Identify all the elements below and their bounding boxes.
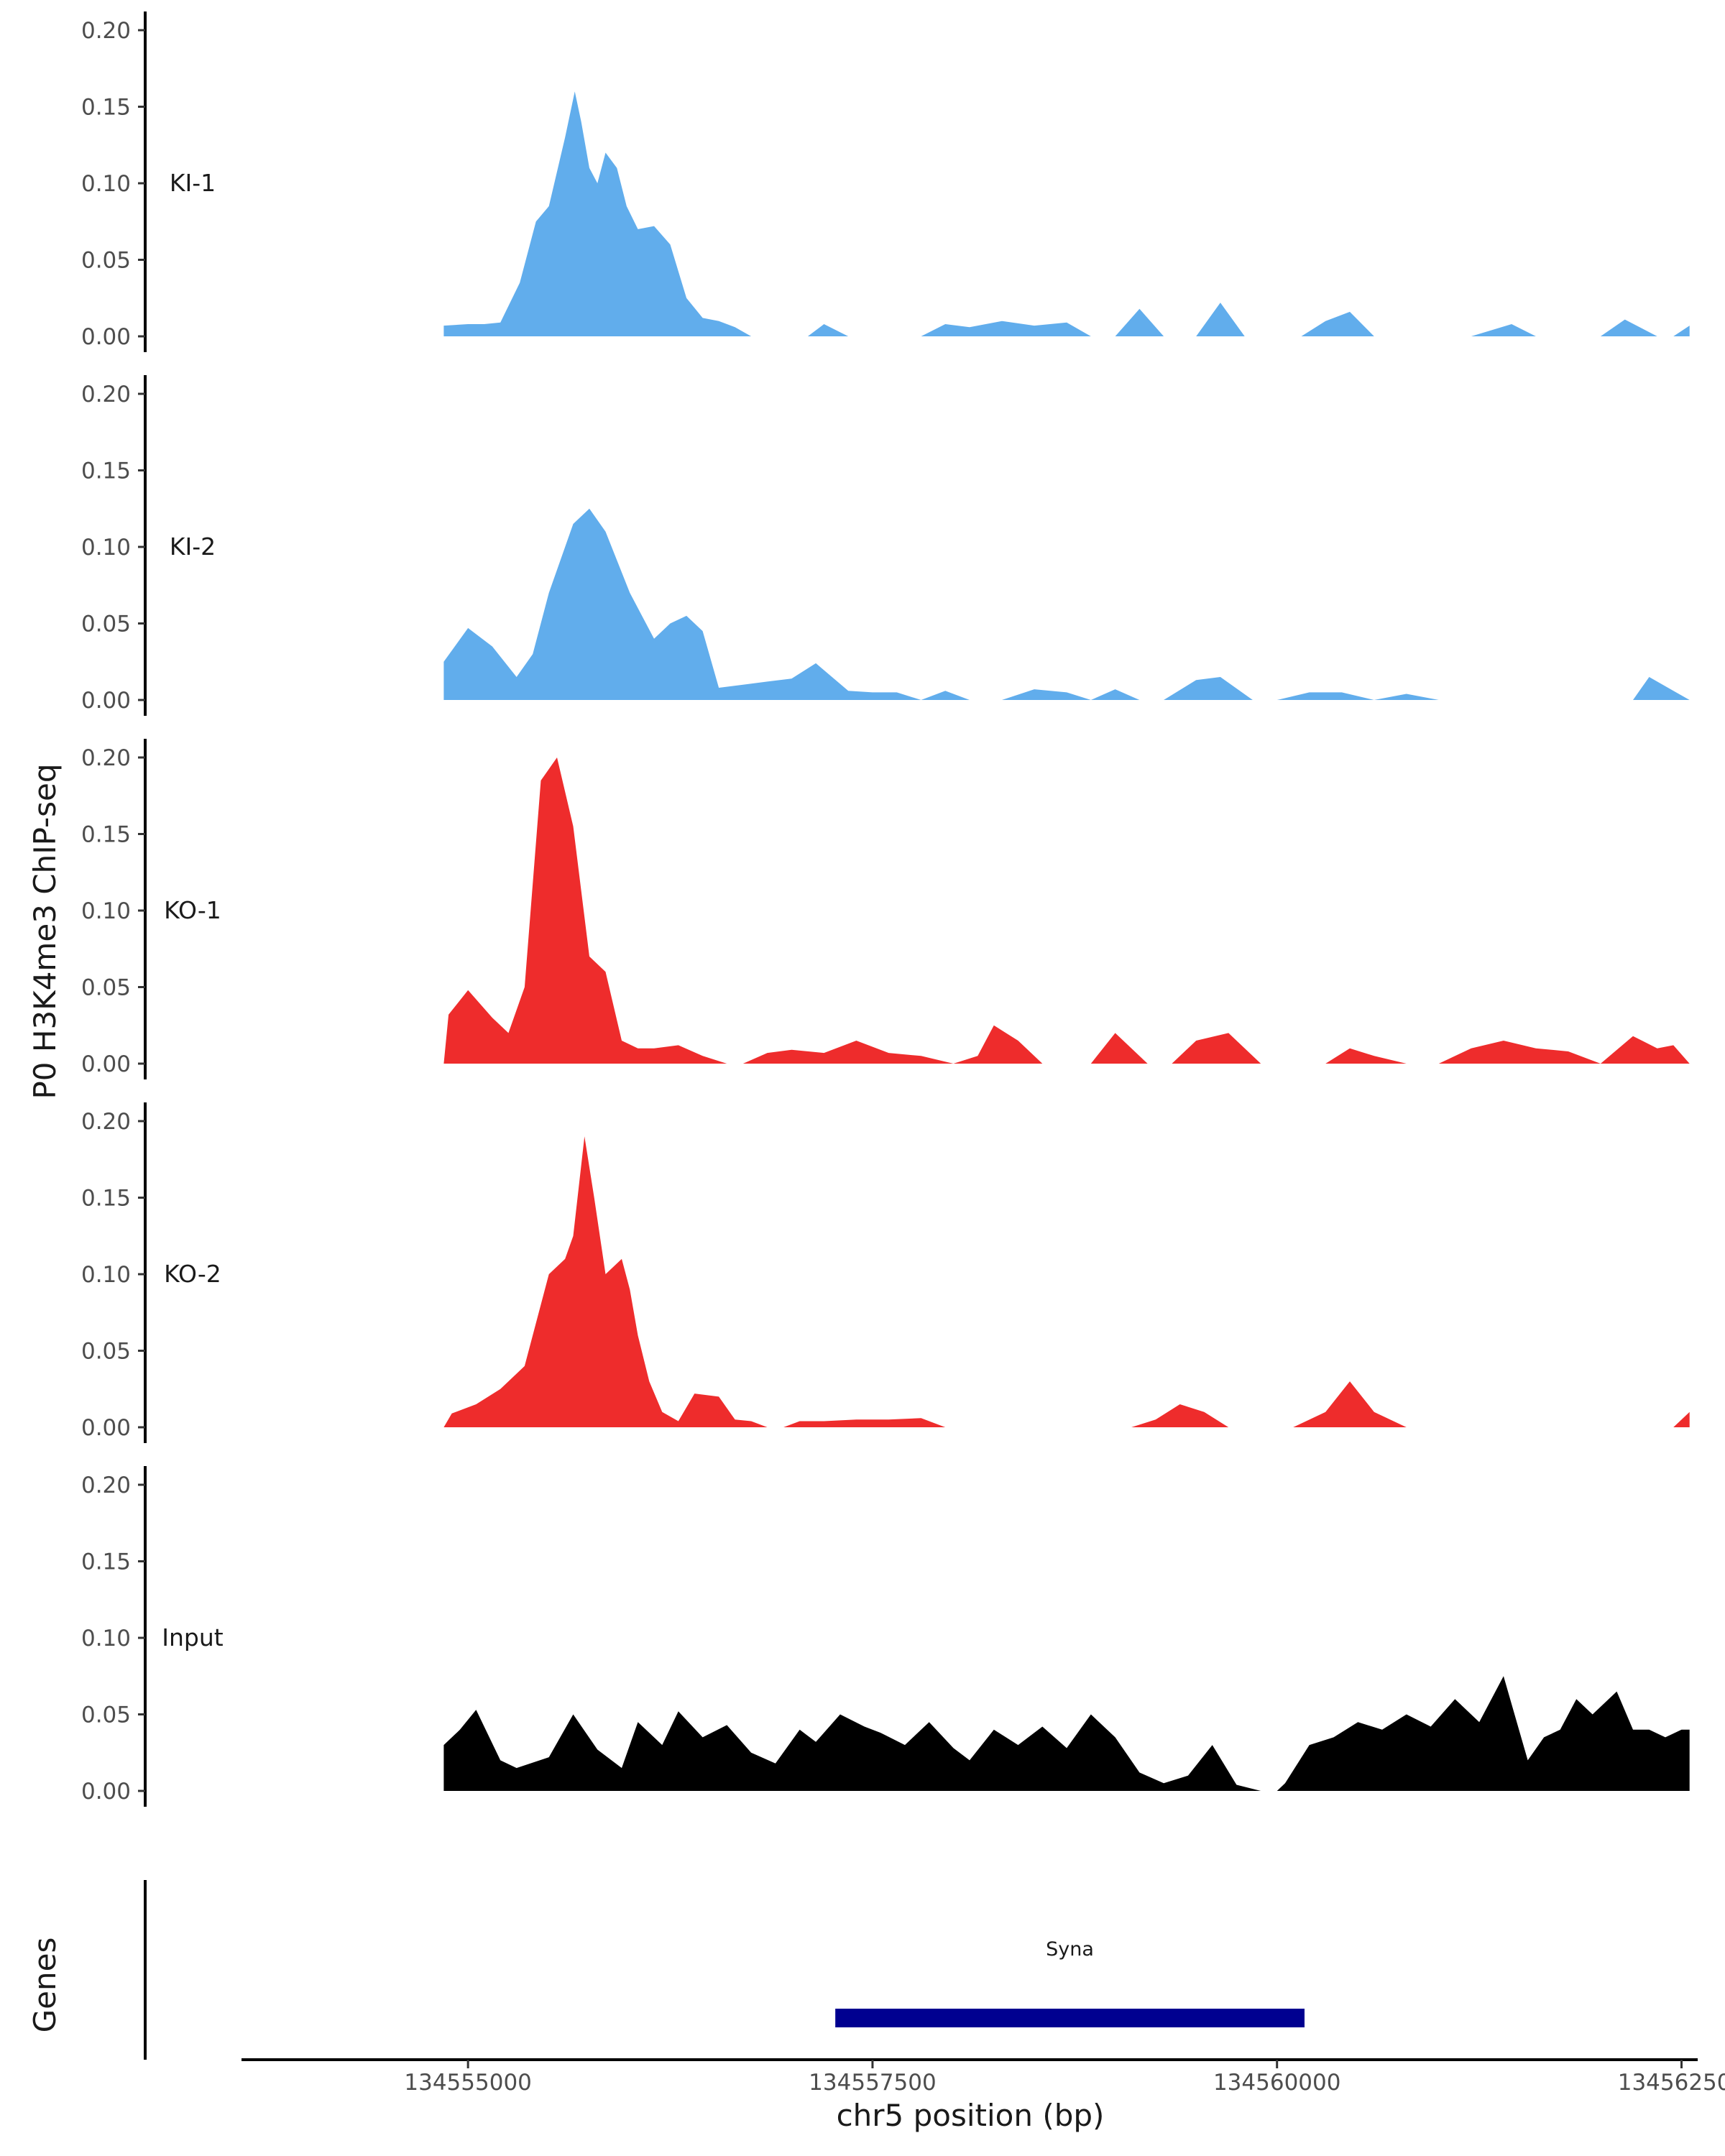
- coverage-area-ki-1: [443, 91, 1690, 336]
- y-tick-label: 0.10: [81, 171, 131, 197]
- y-tick-label: 0.20: [81, 1473, 131, 1498]
- y-tick-label: 0.05: [81, 975, 131, 1001]
- y-tick-label: 0.05: [81, 612, 131, 637]
- y-tick-label: 0.00: [81, 1051, 131, 1077]
- x-axis: 134555000 134557500 134560000 134562500: [242, 2058, 1725, 2096]
- y-tick-label: 0.10: [81, 535, 131, 561]
- y-tick-label: 0.10: [81, 898, 131, 924]
- y-tick-label: 0.00: [81, 1415, 131, 1441]
- gene-bar-syna: [835, 2009, 1305, 2027]
- y-tick-label: 0.20: [81, 1109, 131, 1135]
- y-tick-label: 0.20: [81, 18, 131, 44]
- y-tick-label: 0.00: [81, 1779, 131, 1805]
- coverage-tracks: 0.00 0.05 0.10 0.15 0.20 KI-1 0.00 0.05 0.10 0.15…: [81, 11, 1690, 1807]
- y-tick-label: 0.20: [81, 382, 131, 407]
- y-tick-label: 0.15: [81, 459, 131, 484]
- y-tick-label: 0.05: [81, 1339, 131, 1365]
- y-tick-label: 0.00: [81, 324, 131, 350]
- y-tick-label: 0.10: [81, 1626, 131, 1651]
- gene-track: Syna: [144, 1880, 1305, 2060]
- genes-track-title: Genes: [27, 1938, 63, 2033]
- y-axis-title: P0 H3K4me3 ChIP-seq: [27, 763, 63, 1099]
- track-ki-2: 0.00 0.05 0.10 0.15 0.20 KI-2: [81, 375, 1690, 716]
- gene-label: Syna: [1046, 1938, 1094, 1961]
- y-tick-label: 0.05: [81, 1703, 131, 1728]
- track-label: KO-2: [164, 1260, 221, 1288]
- y-tick-label: 0.15: [81, 1186, 131, 1212]
- x-tick-label: 134557500: [809, 2070, 937, 2096]
- track-ko-2: 0.00 0.05 0.10 0.15 0.20 KO-2: [81, 1102, 1690, 1443]
- x-tick-label: 134560000: [1213, 2070, 1341, 2096]
- track-ki-1: 0.00 0.05 0.10 0.15 0.20 KI-1: [81, 11, 1690, 352]
- track-label: Input: [162, 1623, 224, 1651]
- y-tick-label: 0.15: [81, 1549, 131, 1575]
- coverage-area-input: [443, 1676, 1690, 1791]
- x-tick-label: 134562500: [1618, 2070, 1725, 2096]
- y-tick-label: 0.10: [81, 1262, 131, 1288]
- y-tick-label: 0.15: [81, 822, 131, 848]
- track-label: KI-1: [170, 169, 216, 197]
- y-tick-label: 0.00: [81, 688, 131, 714]
- coverage-area-ko-1: [443, 757, 1690, 1064]
- x-tick-label: 134555000: [404, 2070, 532, 2096]
- coverage-area-ki-2: [443, 508, 1690, 700]
- x-axis-title: chr5 position (bp): [837, 2098, 1105, 2133]
- y-tick-label: 0.20: [81, 745, 131, 771]
- y-tick-label: 0.15: [81, 95, 131, 121]
- track-label: KO-1: [164, 896, 221, 924]
- y-tick-label: 0.05: [81, 248, 131, 274]
- track-label: KI-2: [170, 533, 216, 561]
- coverage-area-ko-2: [443, 1136, 1690, 1427]
- track-ko-1: 0.00 0.05 0.10 0.15 0.20 KO-1: [81, 739, 1690, 1079]
- track-input: 0.00 0.05 0.10 0.15 0.20 Input: [81, 1466, 1690, 1807]
